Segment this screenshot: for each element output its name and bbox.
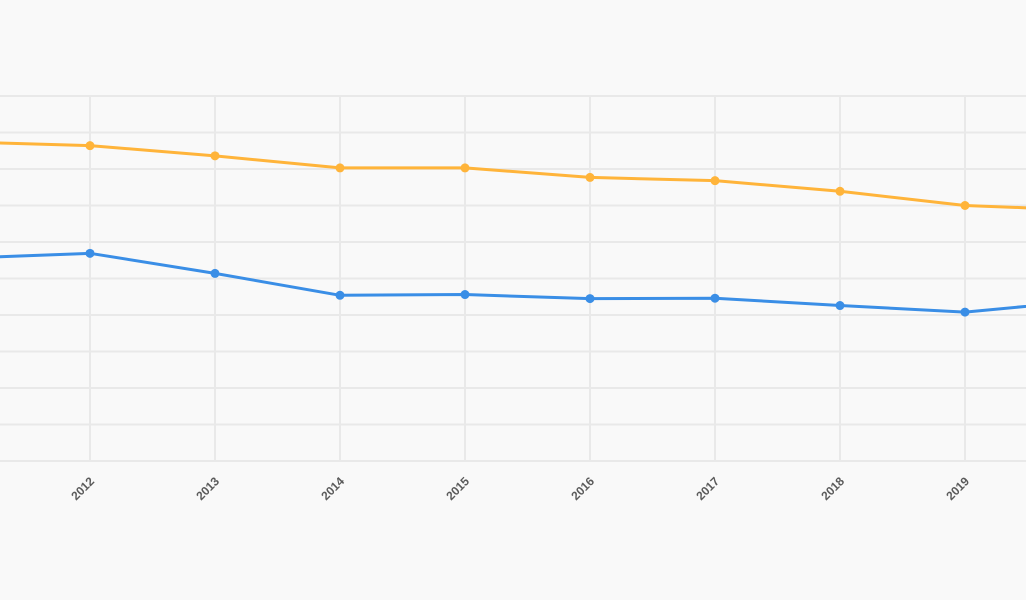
data-point[interactable] xyxy=(585,294,595,304)
series-2 xyxy=(0,248,1026,317)
x-tick-label: 2014 xyxy=(318,474,347,503)
data-point[interactable] xyxy=(210,268,220,278)
data-point[interactable] xyxy=(85,248,95,258)
x-axis-ticks: 2012 2013 2014 2015 2016 2017 2018 2019 xyxy=(68,474,972,503)
x-tick-label: 2016 xyxy=(568,474,597,503)
series-line xyxy=(0,251,1026,314)
x-tick-label: 2017 xyxy=(693,474,722,503)
grid xyxy=(0,95,1026,462)
data-point[interactable] xyxy=(85,141,95,151)
x-tick-label: 2013 xyxy=(193,474,222,503)
x-tick-label: 2019 xyxy=(943,474,972,503)
data-point[interactable] xyxy=(585,172,595,182)
data-point[interactable] xyxy=(210,151,220,161)
series-line xyxy=(0,141,1026,210)
data-point[interactable] xyxy=(710,176,720,186)
x-tick-label: 2012 xyxy=(68,474,97,503)
series-1 xyxy=(0,141,1026,210)
series-layer xyxy=(0,141,1026,317)
x-tick-label: 2018 xyxy=(818,474,847,503)
data-point[interactable] xyxy=(335,290,345,300)
data-point[interactable] xyxy=(335,163,345,173)
data-point[interactable] xyxy=(460,163,470,173)
data-point[interactable] xyxy=(710,293,720,303)
x-tick-label: 2015 xyxy=(443,474,472,503)
data-point[interactable] xyxy=(460,290,470,300)
data-point[interactable] xyxy=(835,186,845,196)
data-point[interactable] xyxy=(960,307,970,317)
data-point[interactable] xyxy=(960,201,970,210)
data-point[interactable] xyxy=(835,301,845,311)
